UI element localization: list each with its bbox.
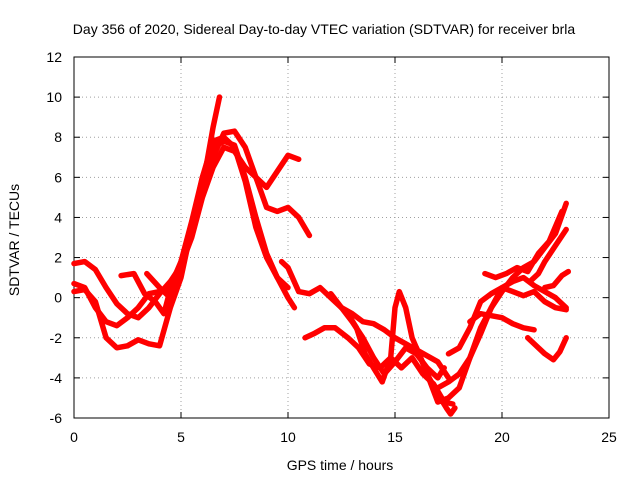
y-tick-label: 8 bbox=[54, 129, 62, 145]
y-tick-label: 4 bbox=[54, 209, 62, 225]
series-line-trace-14 bbox=[482, 208, 565, 281]
y-tick-label: 2 bbox=[54, 250, 62, 266]
series-line-trace-4 bbox=[118, 94, 223, 317]
series-line-trace-15 bbox=[527, 226, 569, 285]
x-tick-label: 5 bbox=[177, 429, 185, 445]
y-axis-label: SDTVAR / TECUs bbox=[6, 184, 22, 296]
plot-frame bbox=[73, 56, 610, 419]
y-tick-label: 10 bbox=[46, 89, 62, 105]
axis-ticks: 0 5 10 15 20 25 -6 -4 -2 0 2 4 6 8 10 12 bbox=[46, 49, 617, 445]
y-tick-label: -2 bbox=[50, 330, 63, 346]
y-tick-label: -4 bbox=[50, 370, 63, 386]
y-tick-label: 0 bbox=[54, 290, 62, 306]
x-axis-label: GPS time / hours bbox=[287, 457, 394, 473]
series-line-trace-12 bbox=[445, 284, 569, 357]
x-tick-label: 25 bbox=[601, 429, 617, 445]
x-tick-label: 15 bbox=[387, 429, 403, 445]
series-line-trace-13 bbox=[467, 310, 537, 333]
x-tick-label: 10 bbox=[280, 429, 296, 445]
series-line-trace-17 bbox=[524, 335, 569, 363]
chart-title: Day 356 of 2020, Sidereal Day-to-day VTE… bbox=[73, 21, 576, 37]
y-tick-label: -6 bbox=[50, 410, 63, 426]
y-tick-label: 12 bbox=[46, 49, 62, 65]
data-series bbox=[71, 94, 572, 417]
y-tick-label: 6 bbox=[54, 169, 62, 185]
x-tick-label: 0 bbox=[70, 429, 78, 445]
x-tick-label: 20 bbox=[494, 429, 510, 445]
grid-lines bbox=[74, 57, 609, 418]
series-line-trace-16 bbox=[542, 268, 572, 291]
series-line-trace-5 bbox=[144, 138, 291, 301]
